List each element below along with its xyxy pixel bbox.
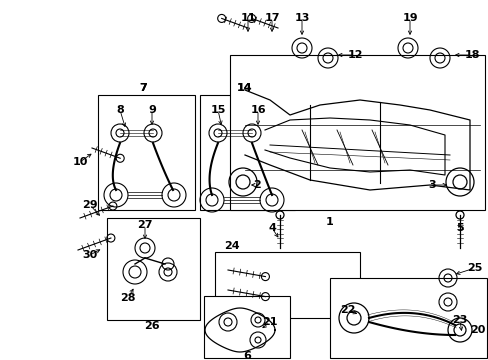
Text: 11: 11 bbox=[240, 13, 255, 23]
Text: 21: 21 bbox=[262, 317, 277, 327]
Text: 13: 13 bbox=[294, 13, 309, 23]
Text: 7: 7 bbox=[139, 83, 146, 93]
Text: 7: 7 bbox=[139, 83, 146, 93]
Bar bbox=[200, 95, 294, 210]
Text: 17: 17 bbox=[264, 13, 279, 23]
Text: 29: 29 bbox=[82, 200, 98, 210]
Text: 26: 26 bbox=[144, 321, 160, 331]
Text: 10: 10 bbox=[72, 157, 87, 167]
Text: 12: 12 bbox=[346, 50, 362, 60]
Text: 3: 3 bbox=[427, 180, 435, 190]
Text: 8: 8 bbox=[116, 105, 123, 115]
Bar bbox=[107, 218, 200, 320]
Text: 14: 14 bbox=[237, 83, 252, 93]
Bar bbox=[329, 278, 486, 358]
Bar bbox=[98, 95, 195, 210]
Text: 19: 19 bbox=[401, 13, 417, 23]
Text: 24: 24 bbox=[224, 241, 239, 251]
Bar bbox=[203, 296, 289, 358]
Text: 9: 9 bbox=[148, 105, 156, 115]
Text: 30: 30 bbox=[82, 250, 98, 260]
Text: 22: 22 bbox=[340, 305, 355, 315]
Bar bbox=[215, 252, 359, 318]
Text: 28: 28 bbox=[120, 293, 136, 303]
Text: 16: 16 bbox=[250, 105, 265, 115]
Text: 2: 2 bbox=[253, 180, 260, 190]
Text: 5: 5 bbox=[455, 223, 463, 233]
Text: 15: 15 bbox=[210, 105, 225, 115]
Text: 4: 4 bbox=[267, 223, 275, 233]
Text: 6: 6 bbox=[243, 351, 250, 360]
Text: 23: 23 bbox=[451, 315, 467, 325]
Bar bbox=[229, 55, 484, 210]
Text: 25: 25 bbox=[467, 263, 482, 273]
Text: 27: 27 bbox=[137, 220, 152, 230]
Text: 18: 18 bbox=[463, 50, 479, 60]
Text: 20: 20 bbox=[469, 325, 485, 335]
Text: 14: 14 bbox=[237, 83, 252, 93]
Text: 1: 1 bbox=[325, 217, 333, 227]
